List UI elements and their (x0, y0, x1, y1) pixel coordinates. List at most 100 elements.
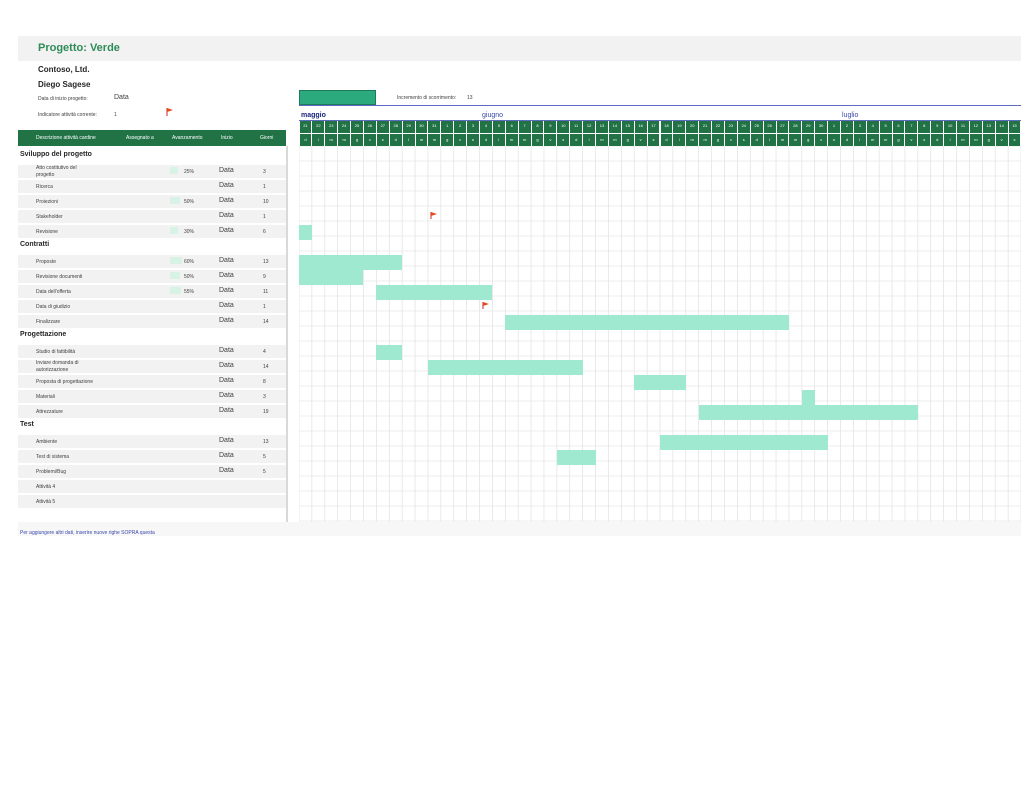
table-row[interactable] (18, 375, 286, 388)
days-cell[interactable]: 14 (263, 364, 269, 370)
days-cell[interactable]: 9 (263, 274, 266, 280)
day-number: 10 (944, 121, 957, 133)
table-row[interactable] (18, 345, 286, 358)
start-date-cell[interactable]: Data (219, 272, 234, 279)
day-number: 8 (531, 121, 544, 133)
table-row[interactable] (18, 435, 286, 448)
table-row[interactable] (18, 210, 286, 223)
table-row[interactable] (18, 495, 286, 508)
start-date-cell[interactable]: Data (219, 347, 234, 354)
day-number: 13 (982, 121, 995, 133)
day-number: 23 (724, 121, 737, 133)
header-assigned: Assegnato a (126, 135, 154, 141)
day-letter: v (544, 134, 557, 146)
days-cell[interactable]: 3 (263, 394, 266, 400)
table-row[interactable] (18, 270, 286, 283)
task-label: Ambiente (36, 439, 58, 445)
day-number: 14 (608, 121, 621, 133)
days-cell[interactable]: 4 (263, 349, 266, 355)
days-cell[interactable]: 13 (263, 259, 269, 265)
task-label: Revisione documenti (36, 274, 83, 280)
days-cell[interactable]: 11 (263, 289, 269, 295)
start-date-cell[interactable]: Data (219, 257, 234, 264)
milestone-flag-icon (482, 302, 489, 309)
start-date-cell[interactable]: Data (219, 407, 234, 414)
table-row[interactable] (18, 450, 286, 463)
scroll-increment-input[interactable]: 13 (467, 95, 473, 101)
day-letter: g (982, 134, 995, 146)
gantt-grid (299, 146, 1021, 536)
gantt-bar (801, 389, 815, 405)
day-letter: s (1008, 134, 1021, 146)
days-cell[interactable]: 6 (263, 229, 266, 235)
table-row[interactable] (18, 405, 286, 418)
start-date-cell[interactable]: Data (219, 212, 234, 219)
day-number: 31 (428, 121, 441, 133)
start-date-cell[interactable]: Data (219, 197, 234, 204)
task-label: Stakeholder (36, 214, 63, 220)
day-letter: d (299, 134, 312, 146)
gantt-bar (299, 254, 403, 270)
days-cell[interactable]: 1 (263, 304, 266, 310)
task-label: Data dell'offerta (36, 289, 71, 295)
flag-icon (166, 108, 173, 116)
task-label: Proiezioni (36, 199, 58, 205)
days-cell[interactable]: 14 (263, 319, 269, 325)
day-letter: g (712, 134, 724, 146)
table-row[interactable] (18, 180, 286, 193)
days-cell[interactable]: 13 (263, 439, 269, 445)
start-date-cell[interactable]: Data (219, 437, 234, 444)
day-number: 7 (518, 121, 531, 133)
table-row[interactable] (18, 195, 286, 208)
start-date-cell[interactable]: Data (219, 302, 234, 309)
day-letter: g (892, 134, 905, 146)
start-date-cell[interactable]: Data (219, 392, 234, 399)
task-label: Materiali (36, 394, 55, 400)
start-date-cell[interactable]: Data (219, 317, 234, 324)
table-row[interactable] (18, 285, 286, 298)
table-row[interactable] (18, 390, 286, 403)
table-row[interactable] (18, 360, 286, 373)
start-date-input[interactable]: Data (114, 94, 129, 101)
start-date-cell[interactable]: Data (219, 227, 234, 234)
start-date-cell[interactable]: Data (219, 467, 234, 474)
day-letter: m (686, 134, 699, 146)
days-cell[interactable]: 5 (263, 469, 266, 475)
table-row[interactable] (18, 165, 286, 178)
day-number: 1 (441, 121, 454, 133)
table-row[interactable] (18, 300, 286, 313)
task-label: Atto costitutivo del progetto (36, 165, 77, 178)
start-date-cell[interactable]: Data (219, 362, 234, 369)
days-cell[interactable]: 19 (263, 409, 269, 415)
day-number: 25 (351, 121, 363, 133)
days-cell[interactable]: 1 (263, 184, 266, 190)
table-row[interactable] (18, 315, 286, 328)
days-cell[interactable]: 3 (263, 169, 266, 175)
task-label: Studio di fattibilità (36, 349, 76, 355)
current-activity-input[interactable]: 1 (114, 112, 117, 118)
days-cell[interactable]: 10 (263, 199, 269, 205)
day-number: 5 (492, 121, 505, 133)
days-cell[interactable]: 5 (263, 454, 266, 460)
table-row[interactable] (18, 255, 286, 268)
table-row[interactable] (18, 480, 286, 493)
table-row[interactable] (18, 225, 286, 238)
day-number: 9 (544, 121, 557, 133)
task-label: Ricerca (36, 184, 53, 190)
scroll-increment-label: Incremento di scorrimento: (397, 95, 457, 101)
table-row[interactable] (18, 465, 286, 478)
day-letter: d (480, 134, 492, 146)
day-letter: m (415, 134, 428, 146)
start-date-cell[interactable]: Data (219, 287, 234, 294)
start-date-cell[interactable]: Data (219, 182, 234, 189)
scroll-increment-bar[interactable] (299, 90, 376, 105)
day-number: 21 (699, 121, 712, 133)
start-date-cell[interactable]: Data (219, 377, 234, 384)
month-label: luglio (842, 112, 859, 119)
start-date-cell[interactable]: Data (219, 167, 234, 174)
start-date-cell[interactable]: Data (219, 452, 234, 459)
days-cell[interactable]: 1 (263, 214, 266, 220)
start-date-label: Data di inizio progetto: (38, 96, 88, 102)
progress-value: 50% (184, 274, 195, 280)
days-cell[interactable]: 8 (263, 379, 266, 385)
